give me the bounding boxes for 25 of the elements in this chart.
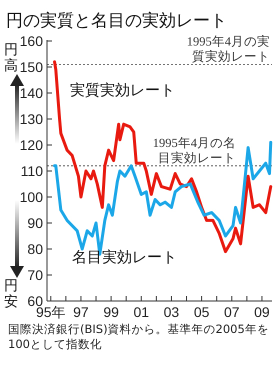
y-tick-label: 90 xyxy=(27,215,44,231)
x-tick-label: 05 xyxy=(194,304,210,320)
x-tick-label: 03 xyxy=(164,304,180,320)
x-tick-label: 97 xyxy=(73,304,89,320)
y-tick-label: 110 xyxy=(20,163,44,179)
x-tick-label: 01 xyxy=(133,304,150,320)
x-tick-label: 07 xyxy=(224,304,240,320)
y-tick-label: 70 xyxy=(27,267,44,283)
text: 円安 xyxy=(4,277,18,309)
y-tick-label: 80 xyxy=(27,241,44,257)
ref-line-label: 1995年4月の実質実効レート xyxy=(186,33,270,64)
y-tick-label: 100 xyxy=(20,189,44,205)
y-tick-label: 140 xyxy=(20,85,44,101)
series-label: 実質実効レート xyxy=(70,82,175,99)
y-tick-label: 130 xyxy=(20,111,44,127)
x-tick-label: 09 xyxy=(254,304,270,320)
series-label: 名目実効レート xyxy=(72,249,177,266)
y-tick-label: 160 xyxy=(20,33,44,49)
chart-title: 円の実質と名目の実効レート xyxy=(6,11,227,30)
y-tick-label: 150 xyxy=(20,59,44,75)
text: 円高 xyxy=(4,41,18,73)
text: 国際決済銀行(BIS)資料から。基準年の2005年を100として指数化 xyxy=(8,322,270,352)
y-tick-label: 120 xyxy=(20,137,44,153)
ref-line-label: 1995年4月の名目実効レート xyxy=(152,136,236,165)
x-tick-label: 99 xyxy=(103,304,120,320)
